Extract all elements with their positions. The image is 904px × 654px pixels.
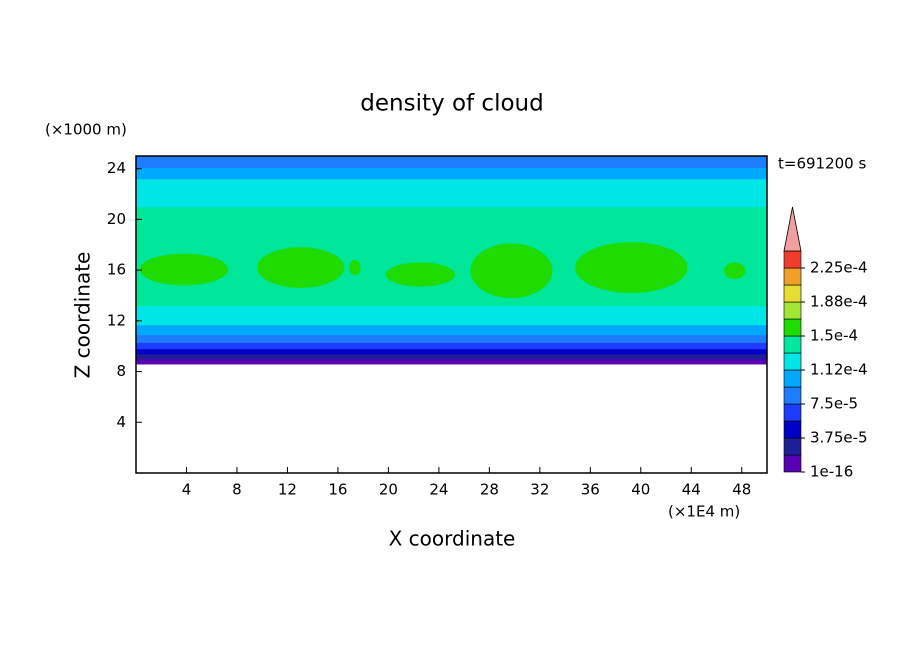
- x-tick-label: 28: [480, 481, 499, 499]
- contour-band: [136, 353, 767, 360]
- contour-band: [136, 348, 767, 355]
- colorbar-label: 1.88e-4: [810, 293, 868, 311]
- contour-region: [349, 259, 361, 276]
- time-label: t=691200 s: [778, 155, 866, 173]
- y-tick-label: 12: [107, 311, 126, 329]
- colorbar-box: [783, 284, 802, 303]
- y-tick-label: 8: [116, 362, 126, 380]
- x-tick-label: 32: [530, 481, 549, 499]
- colorbar-label: 3.75e-5: [810, 429, 868, 447]
- contour-band: [136, 334, 767, 343]
- x-tick-label: 8: [232, 481, 242, 499]
- contour-band: [136, 342, 767, 350]
- colorbar-label: 1e-16: [810, 463, 853, 481]
- y-tick-label: 24: [107, 159, 126, 177]
- colorbar-box: [783, 352, 802, 371]
- x-tick-label: 4: [182, 481, 192, 499]
- colorbar-box: [783, 437, 802, 456]
- plot-frame: [135, 155, 768, 474]
- colorbar-label: 2.25e-4: [810, 259, 868, 277]
- contour-band: [136, 324, 767, 336]
- colorbar-box: [783, 267, 802, 286]
- x-axis-title: X coordinate: [389, 527, 516, 551]
- contour-region: [724, 262, 746, 279]
- x-tick-label: 40: [631, 481, 650, 499]
- contour-region: [470, 243, 553, 299]
- colorbar-box: [783, 335, 802, 354]
- colorbar-box: [783, 420, 802, 439]
- y-tick-label: 16: [107, 261, 126, 279]
- x-tick-label: 20: [379, 481, 398, 499]
- contour-region: [139, 253, 229, 286]
- colorbar-box: [783, 369, 802, 388]
- colorbar-arrow: [783, 206, 802, 252]
- y-unit: (×1000 m): [45, 121, 127, 139]
- colorbar-box: [783, 403, 802, 422]
- x-tick-label: 48: [732, 481, 751, 499]
- y-tick-label: 4: [116, 413, 126, 431]
- contour-band: [136, 167, 767, 180]
- contour-region: [575, 242, 688, 293]
- contour-band: [136, 358, 767, 365]
- contour-band: [136, 178, 767, 208]
- contour-band: [136, 305, 767, 326]
- colorbar-box: [783, 301, 802, 320]
- colorbar-label: 1.12e-4: [810, 361, 868, 379]
- colorbar-box: [783, 454, 802, 473]
- x-tick-label: 16: [328, 481, 347, 499]
- chart-title: density of cloud: [360, 91, 543, 117]
- contour-region: [385, 262, 456, 287]
- colorbar-label: 7.5e-5: [810, 395, 858, 413]
- contour-band: [136, 156, 767, 168]
- contour-region: [257, 247, 345, 288]
- colorbar-box: [783, 318, 802, 337]
- x-unit: (×1E4 m): [668, 503, 740, 521]
- colorbar-box: [783, 386, 802, 405]
- colorbar-box: [783, 250, 802, 269]
- x-tick-label: 12: [278, 481, 297, 499]
- colorbar-label: 1.5e-4: [810, 327, 858, 345]
- y-axis-title: Z coordinate: [71, 252, 95, 379]
- x-tick-label: 36: [581, 481, 600, 499]
- x-tick-label: 44: [682, 481, 701, 499]
- x-tick-label: 24: [429, 481, 448, 499]
- y-tick-label: 20: [107, 210, 126, 228]
